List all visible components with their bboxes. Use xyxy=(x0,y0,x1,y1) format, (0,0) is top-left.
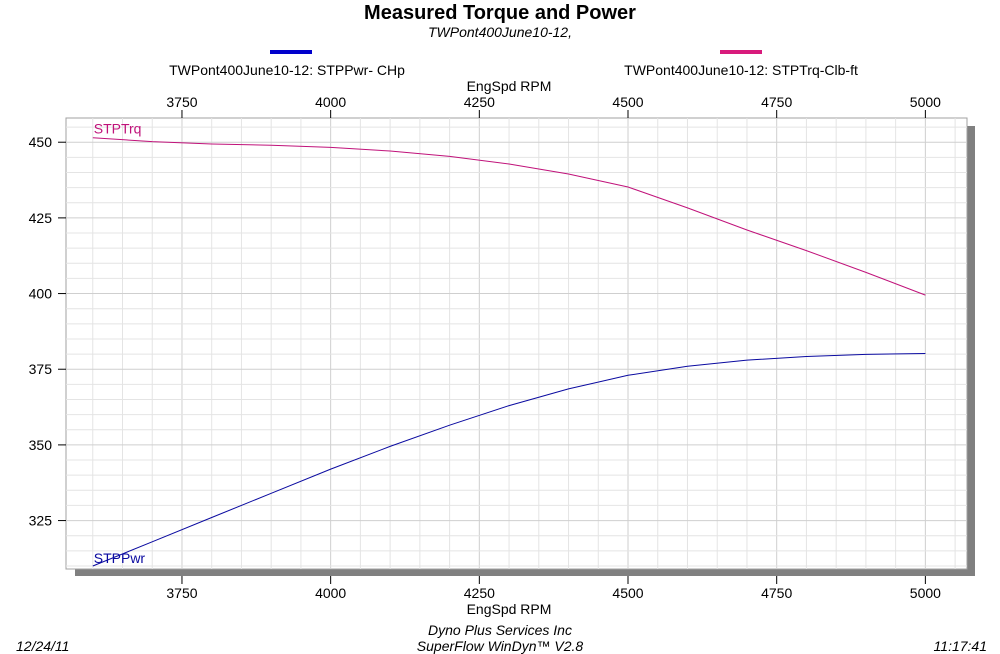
series-lines: STPPwr STPTrq xyxy=(92,121,926,567)
y-tick-label: 425 xyxy=(29,210,53,226)
torque-series-line xyxy=(92,137,926,296)
x-tick-label-top: 4250 xyxy=(464,94,495,110)
x-ticks-bottom: 3750 4000 4250 4500 4750 5000 xyxy=(166,576,941,601)
x-tick-label-bottom: 4250 xyxy=(464,585,495,601)
grid xyxy=(66,118,967,569)
x-ticks-top: 3750 4000 4250 4500 4750 5000 xyxy=(166,94,941,118)
legend-label-power: TWPont400June10-12: STPPwr- CHp xyxy=(169,62,405,78)
footer-company: Dyno Plus Services Inc xyxy=(428,622,572,638)
y-tick-label: 375 xyxy=(29,361,53,377)
y-ticks: 325 350 375 400 425 450 xyxy=(29,134,66,529)
footer-software: SuperFlow WinDyn™ V2.8 xyxy=(417,638,584,654)
x-tick-label-top: 5000 xyxy=(910,94,941,110)
x-tick-label-top: 4500 xyxy=(612,94,643,110)
chart-title: Measured Torque and Power xyxy=(364,2,636,24)
x-axis-label-bottom: EngSpd RPM xyxy=(467,601,552,617)
plot-shadow-right xyxy=(967,126,975,576)
x-tick-label-bottom: 4000 xyxy=(315,585,346,601)
plot-area xyxy=(65,117,968,570)
power-series-line xyxy=(92,353,926,567)
x-tick-label-bottom: 4750 xyxy=(761,585,792,601)
y-tick-label: 400 xyxy=(29,286,53,302)
footer-time: 11:17:41 xyxy=(934,638,987,654)
x-tick-label-top: 3750 xyxy=(166,94,197,110)
footer-date: 12/24/11 xyxy=(16,638,69,654)
y-tick-label: 450 xyxy=(29,134,53,150)
y-tick-label: 350 xyxy=(29,437,53,453)
plot-shadow-bottom xyxy=(75,569,975,576)
legend-label-torque: TWPont400June10-12: STPTrq-Clb-ft xyxy=(624,62,858,78)
x-axis-label-top: EngSpd RPM xyxy=(467,78,552,94)
x-tick-label-bottom: 5000 xyxy=(910,585,941,601)
chart-subtitle: TWPont400June10-12, xyxy=(428,24,572,40)
power-series-label: STPPwr xyxy=(94,550,146,566)
torque-series-label: STPTrq xyxy=(94,121,142,137)
x-tick-label-bottom: 4500 xyxy=(612,585,643,601)
x-tick-label-top: 4000 xyxy=(315,94,346,110)
x-tick-label-bottom: 3750 xyxy=(166,585,197,601)
y-tick-label: 325 xyxy=(29,513,53,529)
x-tick-label-top: 4750 xyxy=(761,94,792,110)
